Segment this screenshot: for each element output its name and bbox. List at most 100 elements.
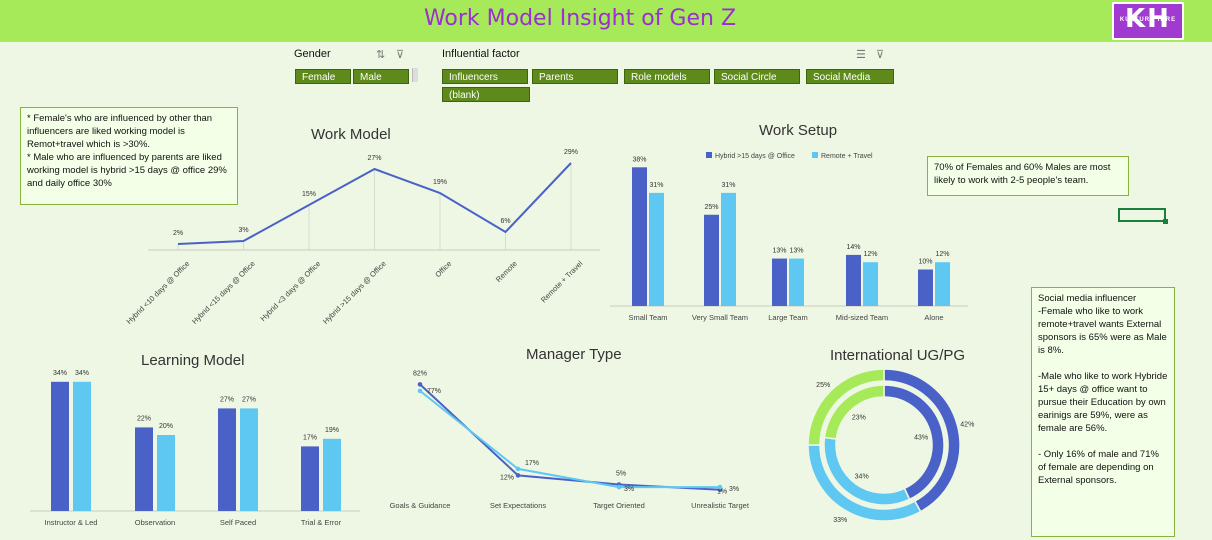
data-label: 34% xyxy=(75,370,89,377)
data-point xyxy=(717,484,723,490)
tick-label: Hybrid >15 days @ Office xyxy=(321,259,388,326)
tick-label: Hybrid <15 days @ Office xyxy=(190,259,257,326)
bar xyxy=(51,381,69,511)
data-label: 15% xyxy=(302,191,316,198)
tick-label: Goals & Guidance xyxy=(390,501,451,510)
legend-swatch xyxy=(812,152,818,158)
data-label: 2% xyxy=(173,230,183,237)
cell-selection[interactable] xyxy=(1118,208,1168,224)
multi-select-icon[interactable]: ☰ xyxy=(856,49,866,61)
tick-label: Mid-sized Team xyxy=(836,313,888,322)
data-point xyxy=(515,473,521,478)
tick-label: Self Paced xyxy=(220,518,256,527)
data-label: 38% xyxy=(632,156,646,163)
slicer-item-blank[interactable]: (blank) xyxy=(442,87,530,102)
bar xyxy=(218,408,236,511)
data-label: 27% xyxy=(367,155,381,162)
data-label: 5% xyxy=(616,471,626,478)
bar xyxy=(704,214,719,306)
legend-swatch xyxy=(706,152,712,158)
slicer-item-female[interactable]: Female xyxy=(295,69,351,84)
data-label: 34% xyxy=(855,474,869,481)
gender-slicer[interactable]: Gender ⇅ ⊽ Female Male xyxy=(288,44,420,88)
chart-title-manager-type: Manager Type xyxy=(526,346,622,363)
bar xyxy=(632,167,647,306)
data-point xyxy=(515,466,521,472)
tick-label: Alone xyxy=(924,313,943,322)
data-label: 23% xyxy=(852,414,866,421)
data-label: 27% xyxy=(220,396,234,403)
data-label: 10% xyxy=(918,259,932,266)
data-label: 17% xyxy=(525,460,539,467)
bar xyxy=(863,262,878,306)
pie-slice xyxy=(823,384,885,440)
data-label: 12% xyxy=(935,251,949,258)
bar xyxy=(772,258,787,306)
data-label: 25% xyxy=(704,204,718,211)
slicer-item-influencers[interactable]: Influencers xyxy=(442,69,528,84)
tick-label: Small Team xyxy=(628,313,667,322)
tick-label: Office xyxy=(433,259,453,279)
series-line xyxy=(177,162,572,245)
legend-label: Remote + Travel xyxy=(821,153,873,160)
slicer-item-male[interactable]: Male xyxy=(353,69,409,84)
data-label: 42% xyxy=(960,422,974,429)
bar xyxy=(789,258,804,306)
data-label: 6% xyxy=(500,218,510,225)
slicer-scrollbar[interactable] xyxy=(412,68,418,82)
tick-label: Very Small Team xyxy=(692,313,748,322)
slicer-item-social-circle[interactable]: Social Circle xyxy=(714,69,800,84)
data-label: 22% xyxy=(137,415,151,422)
note-team: 70% of Females and 60% Males are most li… xyxy=(927,156,1129,196)
clear-filter-icon[interactable]: ⊽ xyxy=(396,49,405,61)
chart-title-work-model: Work Model xyxy=(311,126,391,143)
data-label: 43% xyxy=(914,435,928,442)
data-point xyxy=(417,388,423,394)
slicer-item-role-models[interactable]: Role models xyxy=(624,69,710,84)
slicer-item-parents[interactable]: Parents xyxy=(532,69,618,84)
data-label: 34% xyxy=(53,370,67,377)
data-label: 12% xyxy=(863,251,877,258)
series-line xyxy=(419,390,720,489)
data-label: 1% xyxy=(717,489,727,496)
tick-label: Remote xyxy=(494,259,519,284)
chart-title-work-setup: Work Setup xyxy=(759,122,838,139)
tick-label: Remote + Travel xyxy=(539,259,585,305)
note-left: * Female's who are influenced by other t… xyxy=(20,107,238,205)
data-label: 29% xyxy=(564,149,578,156)
data-label: 3% xyxy=(624,486,634,493)
clear-filter-icon[interactable]: ⊽ xyxy=(876,49,885,61)
logo-text: KULTURE HIRE xyxy=(1119,17,1177,23)
chart-title-international: International UG/PG xyxy=(830,347,966,364)
gender-slicer-label: Gender xyxy=(294,48,331,60)
bar xyxy=(323,438,341,511)
legend-label: Hybrid >15 days @ Office xyxy=(715,153,795,160)
tick-label: Large Team xyxy=(768,313,807,322)
data-label: 27% xyxy=(242,396,256,403)
multi-select-icon[interactable]: ⇅ xyxy=(376,49,386,61)
data-label: 82% xyxy=(413,370,427,377)
data-label: 25% xyxy=(816,382,830,389)
series-line xyxy=(419,383,721,491)
slicer-item-social-media[interactable]: Social Media xyxy=(806,69,894,84)
bar xyxy=(73,381,91,511)
data-label: 14% xyxy=(846,244,860,251)
data-label: 3% xyxy=(729,486,739,493)
bar xyxy=(240,408,258,511)
tick-label: Hybrid <3 days @ Office xyxy=(258,259,322,323)
data-label: 33% xyxy=(833,517,847,524)
page-title: Work Model Insight of Gen Z xyxy=(423,6,737,31)
data-label: 31% xyxy=(721,182,735,189)
factor-slicer-label: Influential factor xyxy=(442,48,520,60)
tick-label: Trial & Error xyxy=(301,518,342,527)
bar xyxy=(157,435,175,511)
logo-mark: KH xyxy=(1125,4,1171,34)
data-label: 13% xyxy=(789,248,803,255)
data-point xyxy=(417,382,423,387)
data-label: 19% xyxy=(433,179,447,186)
logo: KH KULTURE HIRE xyxy=(1112,2,1184,40)
factor-slicer[interactable]: Influential factor ☰ ⊽ Influencers Paren… xyxy=(436,44,898,106)
tick-label: Observation xyxy=(135,518,175,527)
bar xyxy=(935,262,950,306)
